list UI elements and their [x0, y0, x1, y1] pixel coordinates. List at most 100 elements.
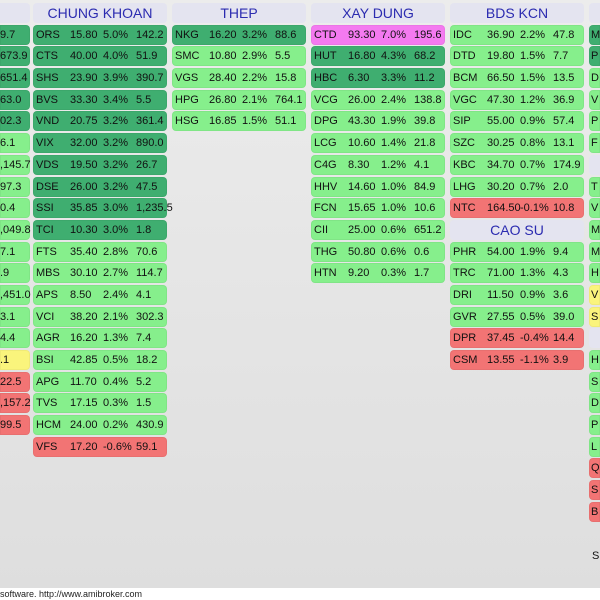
stock-row[interactable]: 6.1 — [0, 133, 30, 154]
stock-row[interactable]: TRC 71.00 1.3% 4.3 — [450, 263, 584, 284]
stock-row[interactable]: 99.5 — [0, 415, 30, 436]
stock-row[interactable]: T — [589, 176, 600, 197]
stock-row[interactable]: SMC 10.80 2.9% 5.5 — [172, 46, 306, 67]
stock-row[interactable]: F — [589, 133, 600, 154]
stock-row[interactable]: MBS 30.10 2.7% 114.7 — [33, 263, 167, 284]
stock-row[interactable]: 3.1 — [0, 306, 30, 327]
stock-row[interactable]: FTS 35.40 2.8% 70.6 — [33, 241, 167, 262]
stock-row[interactable]: VCI 38.20 2.1% 302.3 — [33, 306, 167, 327]
stock-row[interactable]: S — [589, 480, 600, 501]
stock-row[interactable]: HSG 16.85 1.5% 51.1 — [172, 111, 306, 132]
stock-row[interactable]: GVR 27.55 0.5% 39.0 — [450, 306, 584, 327]
stock-row[interactable]: DPG 43.30 1.9% 39.8 — [311, 111, 445, 132]
price: 33.30 — [70, 93, 98, 106]
stock-row[interactable]: S — [589, 306, 600, 327]
stock-row[interactable]: DRI 11.50 0.9% 3.6 — [450, 284, 584, 305]
stock-row[interactable]: BSI 42.85 0.5% 18.2 — [33, 350, 167, 370]
stock-row[interactable]: NTC 164.50 -0.1% 10.8 — [450, 198, 584, 219]
stock-row[interactable]: ORS 15.80 5.0% 142.2 — [33, 24, 167, 45]
stock-row[interactable]: TCI 10.30 3.0% 1.8 — [33, 219, 167, 240]
stock-row[interactable]: .1 — [0, 350, 30, 370]
stock-row[interactable]: ,049.8 — [0, 219, 31, 240]
stock-row[interactable]: CTD 93.30 7.0% 195.6 — [311, 24, 445, 45]
stock-row[interactable]: Q — [589, 458, 600, 479]
stock-row[interactable]: VGS 28.40 2.2% 15.8 — [172, 68, 306, 89]
stock-row[interactable]: SIP 55.00 0.9% 57.4 — [450, 111, 584, 132]
stock-row[interactable]: DSE 26.00 3.2% 47.5 — [33, 176, 167, 197]
stock-row[interactable]: BVS 33.30 3.4% 5.5 — [33, 89, 167, 110]
stock-row[interactable]: HPG 26.80 2.1% 764.1 — [172, 89, 306, 110]
stock-row[interactable]: APS 8.50 2.4% 4.1 — [33, 284, 167, 305]
stock-row[interactable]: H — [589, 263, 600, 284]
stock-row[interactable]: 22.5 — [0, 371, 30, 392]
stock-row[interactable]: CSM 13.55 -1.1% 3.9 — [450, 350, 584, 370]
stock-row[interactable]: VDS 19.50 3.2% 26.7 — [33, 154, 167, 175]
stock-row[interactable]: 9.7 — [0, 24, 30, 45]
ticker: VDS — [36, 158, 59, 171]
stock-row[interactable]: ,145.7 — [0, 154, 31, 175]
price: 50.80 — [348, 245, 376, 258]
stock-row[interactable]: M — [589, 241, 600, 262]
stock-row[interactable]: BCM 66.50 1.5% 13.5 — [450, 68, 584, 89]
stock-row[interactable]: DTD 19.80 1.5% 7.7 — [450, 46, 584, 67]
stock-row[interactable]: PHR 54.00 1.9% 9.4 — [450, 241, 584, 262]
stock-row[interactable]: ,157.2 — [0, 393, 31, 414]
stock-row[interactable]: LCG 10.60 1.4% 21.8 — [311, 133, 445, 154]
stock-row[interactable]: DPR 37.45 -0.4% 14.4 — [450, 328, 584, 349]
stock-row[interactable]: AGR 16.20 1.3% 7.4 — [33, 328, 167, 349]
stock-row[interactable]: M — [589, 24, 600, 45]
stock-row[interactable]: .9 — [0, 263, 30, 284]
stock-row[interactable]: NKG 16.20 3.2% 88.6 — [172, 24, 306, 45]
stock-row[interactable]: V — [589, 198, 600, 219]
stock-row[interactable]: HBC 6.30 3.3% 11.2 — [311, 68, 445, 89]
stock-row[interactable]: HTN 9.20 0.3% 1.7 — [311, 263, 445, 284]
stock-row[interactable]: V — [589, 89, 600, 110]
stock-row[interactable]: ,451.0 — [0, 284, 31, 305]
stock-row[interactable]: 63.0 — [0, 89, 30, 110]
stock-row[interactable]: C4G 8.30 1.2% 4.1 — [311, 154, 445, 175]
stock-row[interactable]: SSI 35.85 3.0% 1,235.5 — [33, 198, 173, 219]
change: 0.6% — [381, 223, 407, 236]
stock-row[interactable]: 4.4 — [0, 328, 30, 349]
stock-row[interactable]: THG 50.80 0.6% 0.6 — [311, 241, 445, 262]
stock-row[interactable]: VCG 26.00 2.4% 138.8 — [311, 89, 445, 110]
stock-row[interactable]: VFS 17.20 -0.6% 59.1 — [33, 436, 167, 457]
stock-row[interactable]: IDC 36.90 2.2% 47.8 — [450, 24, 584, 45]
stock-row[interactable]: VIX 32.00 3.2% 890.0 — [33, 133, 167, 154]
stock-row[interactable]: 0.4 — [0, 198, 30, 219]
stock-row[interactable]: CTS 40.00 4.0% 51.9 — [33, 46, 167, 67]
stock-row[interactable]: P — [589, 111, 600, 132]
stock-row[interactable]: KBC 34.70 0.7% 174.9 — [450, 154, 584, 175]
stock-row[interactable]: VND 20.75 3.2% 361.4 — [33, 111, 167, 132]
stock-row[interactable]: D — [589, 68, 600, 89]
stock-row[interactable]: SHS 23.90 3.9% 390.7 — [33, 68, 167, 89]
stock-row[interactable]: V — [589, 284, 600, 305]
stock-row[interactable]: FCN 15.65 1.0% 10.6 — [311, 198, 445, 219]
stock-row[interactable]: HUT 16.80 4.3% 68.2 — [311, 46, 445, 67]
stock-row[interactable]: HCM 24.00 0.2% 430.9 — [33, 415, 167, 436]
stock-row[interactable]: LHG 30.20 0.7% 2.0 — [450, 176, 584, 197]
change: 0.8% — [520, 137, 546, 150]
stock-row[interactable]: S — [589, 371, 600, 392]
stock-row[interactable]: 673.9 — [0, 46, 30, 67]
ticker: GVR — [453, 310, 477, 323]
stock-row[interactable]: D — [589, 393, 600, 414]
stock-row[interactable]: H — [589, 350, 600, 370]
stock-row[interactable]: 97.3 — [0, 176, 30, 197]
stock-row[interactable]: VGC 47.30 1.2% 36.9 — [450, 89, 584, 110]
stock-row[interactable]: HHV 14.60 1.0% 84.9 — [311, 176, 445, 197]
stock-row[interactable]: P — [589, 46, 600, 67]
stock-row[interactable]: M — [589, 219, 600, 240]
stock-row[interactable]: TVS 17.15 0.3% 1.5 — [33, 393, 167, 414]
stock-row[interactable]: SZC 30.25 0.8% 13.1 — [450, 133, 584, 154]
ticker: NKG — [175, 28, 199, 41]
stock-row[interactable]: APG 11.70 0.4% 5.2 — [33, 371, 167, 392]
stock-row[interactable]: CII 25.00 0.6% 651.2 — [311, 219, 445, 240]
stock-row[interactable]: 651.4 — [0, 68, 30, 89]
stock-row[interactable]: B — [589, 501, 600, 522]
stock-row[interactable]: 02.3 — [0, 111, 30, 132]
stock-row[interactable]: 7.1 — [0, 241, 30, 262]
stock-row[interactable]: P — [589, 415, 600, 436]
stock-row[interactable]: L — [589, 436, 600, 457]
volume: 1,235.5 — [136, 202, 173, 215]
